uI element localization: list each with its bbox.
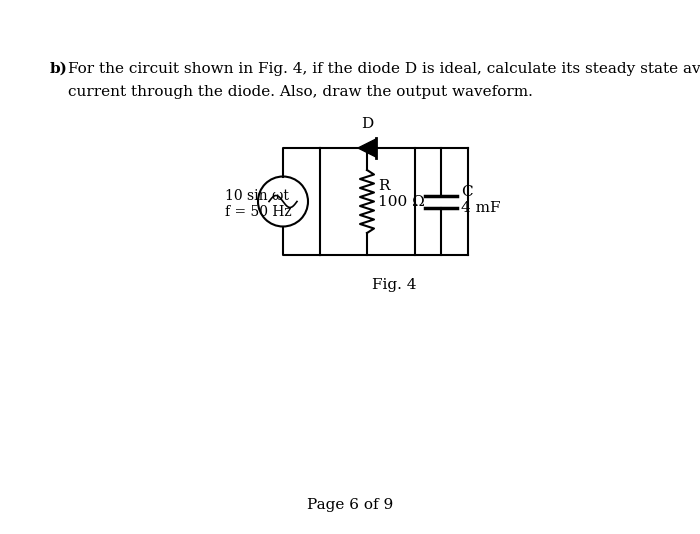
Text: current through the diode. Also, draw the output waveform.: current through the diode. Also, draw th… (68, 85, 533, 99)
Text: 100 Ω: 100 Ω (378, 195, 425, 209)
Polygon shape (358, 139, 376, 157)
Text: 4 mF: 4 mF (461, 201, 500, 215)
Text: R: R (378, 179, 389, 193)
Text: Fig. 4: Fig. 4 (372, 278, 416, 292)
Text: 10 sin ωt: 10 sin ωt (225, 189, 289, 203)
Text: b): b) (50, 62, 68, 76)
Text: C: C (461, 185, 472, 199)
Text: For the circuit shown in Fig. 4, if the diode D is ideal, calculate its steady s: For the circuit shown in Fig. 4, if the … (68, 62, 700, 76)
Text: f = 50 Hz: f = 50 Hz (225, 205, 292, 219)
Text: Page 6 of 9: Page 6 of 9 (307, 498, 393, 512)
Text: D: D (361, 117, 373, 131)
